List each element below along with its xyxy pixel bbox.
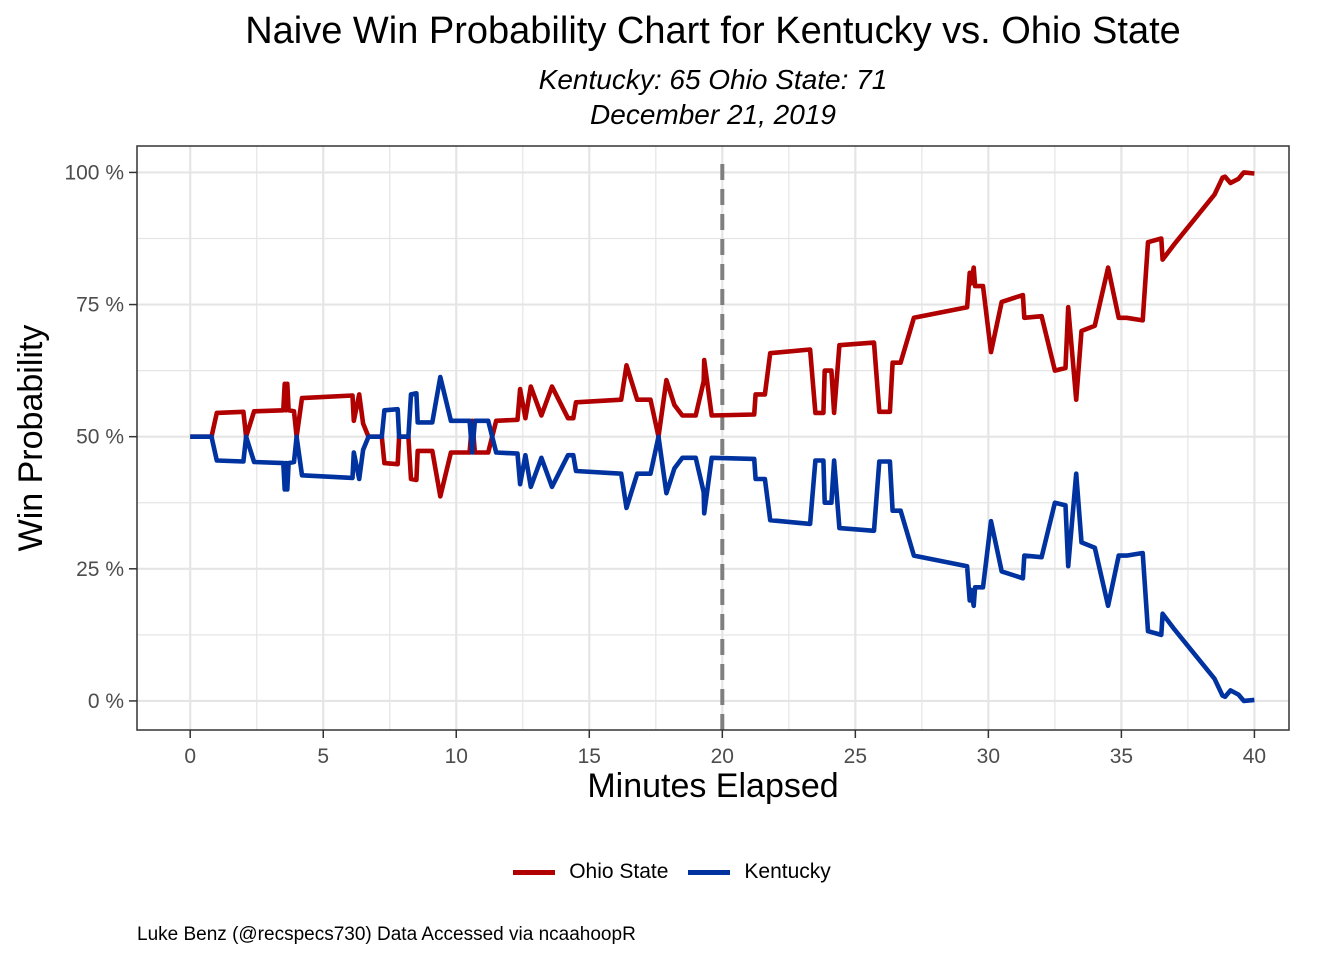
chart-title: Naive Win Probability Chart for Kentucky… xyxy=(245,10,1181,52)
legend-key-ohio-state xyxy=(513,869,556,875)
x-tick-label: 20 xyxy=(711,745,734,768)
plot-panel-border xyxy=(136,145,1290,731)
y-tick-label: 25 % xyxy=(76,558,124,581)
major-gridlines xyxy=(137,146,1289,730)
legend-label-ohio-state: Ohio State xyxy=(569,860,669,883)
legend-item-kentucky: Kentucky xyxy=(688,860,831,884)
legend-key-kentucky xyxy=(688,869,731,875)
x-tick-label: 35 xyxy=(1110,745,1133,768)
x-tick-label: 40 xyxy=(1243,745,1266,768)
x-tick-label: 30 xyxy=(977,745,1000,768)
plot-panel-background xyxy=(137,146,1289,730)
x-tick-label: 15 xyxy=(578,745,601,768)
x-tick-label: 25 xyxy=(844,745,867,768)
chart-legend: Ohio State Kentucky xyxy=(0,860,1344,884)
series-line-ohio-state xyxy=(190,170,1255,499)
legend-label-kentucky: Kentucky xyxy=(744,860,831,883)
series-lines xyxy=(190,170,1255,704)
x-axis-ticks: 0 5 10 15 20 25 30 35 40 xyxy=(184,730,1266,768)
series-line-kentucky xyxy=(190,374,1255,704)
y-tick-label: 100 % xyxy=(64,161,124,184)
y-axis-ticks: 0 % 25 % 50 % 75 % 100 % xyxy=(64,161,137,713)
x-tick-label: 0 xyxy=(184,745,196,768)
x-tick-label: 10 xyxy=(445,745,468,768)
chart-subtitle-score: Kentucky: 65 Ohio State: 71 xyxy=(538,64,888,95)
chart-caption: Luke Benz (@recspecs730) Data Accessed v… xyxy=(137,924,636,945)
y-tick-label: 0 % xyxy=(88,690,124,713)
x-axis-label: Minutes Elapsed xyxy=(587,767,838,805)
minor-gridlines xyxy=(137,146,1289,730)
chart-subtitle-date: December 21, 2019 xyxy=(590,99,836,130)
y-tick-label: 75 % xyxy=(76,294,124,317)
y-tick-label: 50 % xyxy=(76,426,124,449)
legend-item-ohio-state: Ohio State xyxy=(513,860,668,884)
x-tick-label: 5 xyxy=(317,745,329,768)
y-axis-label: Win Probability xyxy=(12,325,50,552)
